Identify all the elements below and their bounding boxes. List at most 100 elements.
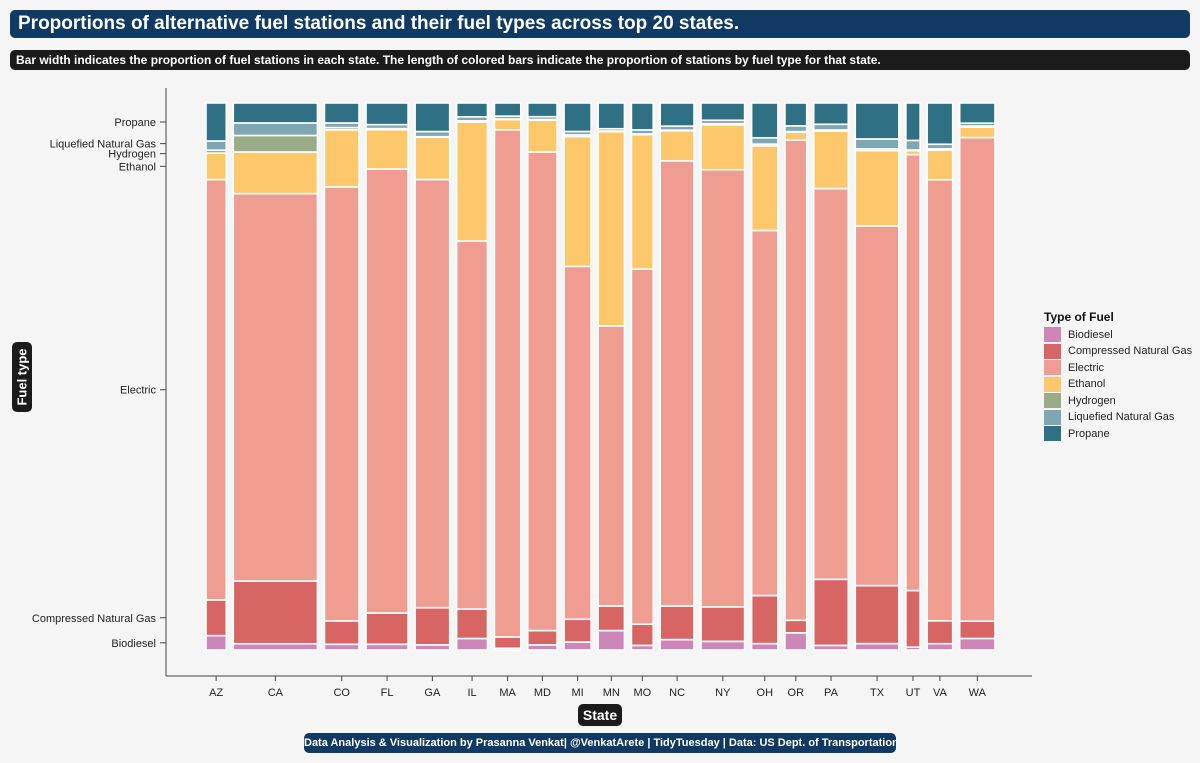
x-tick-label-mi: MI: [571, 687, 583, 699]
x-tick-label-pa: PA: [824, 687, 839, 699]
bar-nc-ethanol: [659, 129, 695, 162]
bar-tx-electric: [854, 225, 900, 587]
bar-tx-biodiesel: [854, 642, 900, 651]
legend-swatch: [1044, 327, 1061, 342]
x-axis-title: State: [578, 704, 622, 726]
bar-md-compressed-natural-gas: [526, 629, 558, 646]
x-tick-label-il: IL: [467, 687, 476, 699]
legend-item-hydrogen: Hydrogen: [1044, 393, 1192, 409]
bar-mi-ethanol: [563, 135, 592, 268]
bar-ga-electric: [414, 178, 451, 609]
bar-or-electric: [784, 139, 808, 622]
x-tick-label-or: OR: [788, 687, 805, 699]
x-tick-label-ut: UT: [906, 687, 921, 699]
bar-co-biodiesel: [323, 643, 360, 651]
bar-ca-compressed-natural-gas: [232, 580, 319, 645]
bar-mn-electric: [597, 325, 626, 607]
bar-ga-compressed-natural-gas: [414, 606, 451, 646]
bar-va-compressed-natural-gas: [926, 619, 954, 645]
bar-pa-electric: [812, 187, 850, 581]
bar-az-electric: [205, 178, 228, 601]
caption: Data Analysis & Visualization by Prasann…: [304, 733, 896, 753]
bar-az-ethanol: [205, 152, 228, 181]
bar-ca-biodiesel: [232, 642, 319, 651]
bar-va-electric: [926, 178, 954, 622]
y-tick-label-biodiesel: Biodiesel: [111, 638, 156, 650]
bar-co-electric: [323, 186, 360, 622]
bar-az-biodiesel: [205, 634, 228, 651]
bar-fl-propane: [365, 102, 409, 126]
bar-pa-liquefied-natural-gas: [812, 123, 850, 131]
bar-co-propane: [323, 102, 360, 124]
x-tick-label-fl: FL: [381, 687, 394, 699]
bar-wa-propane: [958, 102, 996, 124]
legend-swatch: [1044, 360, 1061, 375]
bar-oh-electric: [750, 229, 779, 597]
bar-va-propane: [926, 102, 954, 146]
legend-items: Biodiesel Compressed Natural Gas Electric E…: [1044, 327, 1192, 442]
bar-ga-ethanol: [414, 136, 451, 181]
mosaic-bars: [205, 102, 996, 651]
bar-mi-biodiesel: [563, 641, 592, 651]
legend-label: Hydrogen: [1068, 394, 1116, 407]
chart-title: Proportions of alternative fuel stations…: [10, 10, 1190, 38]
bar-ny-ethanol: [700, 124, 746, 171]
bar-pa-propane: [812, 102, 850, 126]
bar-mo-propane: [630, 102, 655, 131]
bar-ca-electric: [232, 192, 319, 582]
bar-ma-ethanol: [493, 118, 522, 131]
bar-il-ethanol: [455, 121, 489, 242]
x-tick-label-md: MD: [534, 687, 551, 699]
bar-fl-compressed-natural-gas: [365, 612, 409, 646]
bar-ut-liquefied-natural-gas: [905, 139, 921, 151]
bar-wa-compressed-natural-gas: [958, 620, 996, 640]
bar-ma-compressed-natural-gas: [493, 636, 522, 650]
y-tick-label-hydrogen: Hydrogen: [108, 149, 156, 161]
bar-nc-electric: [659, 160, 695, 607]
bar-mi-compressed-natural-gas: [563, 618, 592, 643]
bar-or-biodiesel: [784, 632, 808, 651]
bar-nc-biodiesel: [659, 638, 695, 651]
legend-label: Electric: [1068, 361, 1105, 374]
bar-ca-propane: [232, 102, 319, 124]
bar-tx-liquefied-natural-gas: [854, 138, 900, 150]
bar-va-ethanol: [926, 149, 954, 181]
bar-il-propane: [455, 102, 489, 118]
bar-tx-compressed-natural-gas: [854, 584, 900, 645]
bar-md-propane: [526, 102, 558, 118]
bar-mo-compressed-natural-gas: [630, 623, 655, 647]
x-tick-label-ca: CA: [268, 687, 284, 699]
legend-swatch: [1044, 409, 1061, 425]
x-tick-label-az: AZ: [209, 687, 223, 699]
bar-or-compressed-natural-gas: [784, 619, 808, 634]
bar-ma-electric: [493, 128, 522, 638]
legend-label: Biodiesel: [1068, 328, 1113, 341]
bar-ma-propane: [493, 102, 522, 117]
legend-item-liquefied-natural-gas: Liquefied Natural Gas: [1044, 409, 1192, 425]
bar-oh-propane: [750, 102, 779, 139]
bar-il-biodiesel: [455, 637, 489, 651]
x-tick-label-ma: MA: [499, 687, 516, 699]
y-tick-label-compressed-natural-gas: Compressed Natural Gas: [32, 613, 157, 625]
bar-oh-compressed-natural-gas: [750, 594, 779, 645]
bar-md-ethanol: [526, 119, 558, 153]
legend-swatch: [1044, 376, 1061, 392]
x-tick-label-ny: NY: [715, 687, 731, 699]
bar-nc-compressed-natural-gas: [659, 605, 695, 641]
bar-tx-propane: [854, 102, 900, 140]
legend-swatch: [1044, 393, 1061, 408]
y-tick-label-propane: Propane: [114, 117, 156, 129]
bar-co-ethanol: [323, 129, 360, 188]
legend-label: Propane: [1068, 427, 1110, 440]
legend-item-electric: Electric: [1044, 360, 1192, 376]
x-tick-label-wa: WA: [969, 687, 987, 699]
legend-swatch: [1044, 343, 1061, 359]
bar-or-propane: [784, 102, 808, 127]
legend-title: Type of Fuel: [1044, 310, 1114, 324]
y-axis-title-text: Fuel type: [14, 348, 30, 406]
bar-ut-propane: [905, 102, 921, 142]
x-tick-label-va: VA: [933, 687, 948, 699]
bar-mn-biodiesel: [597, 629, 626, 651]
bar-mn-propane: [597, 102, 626, 130]
